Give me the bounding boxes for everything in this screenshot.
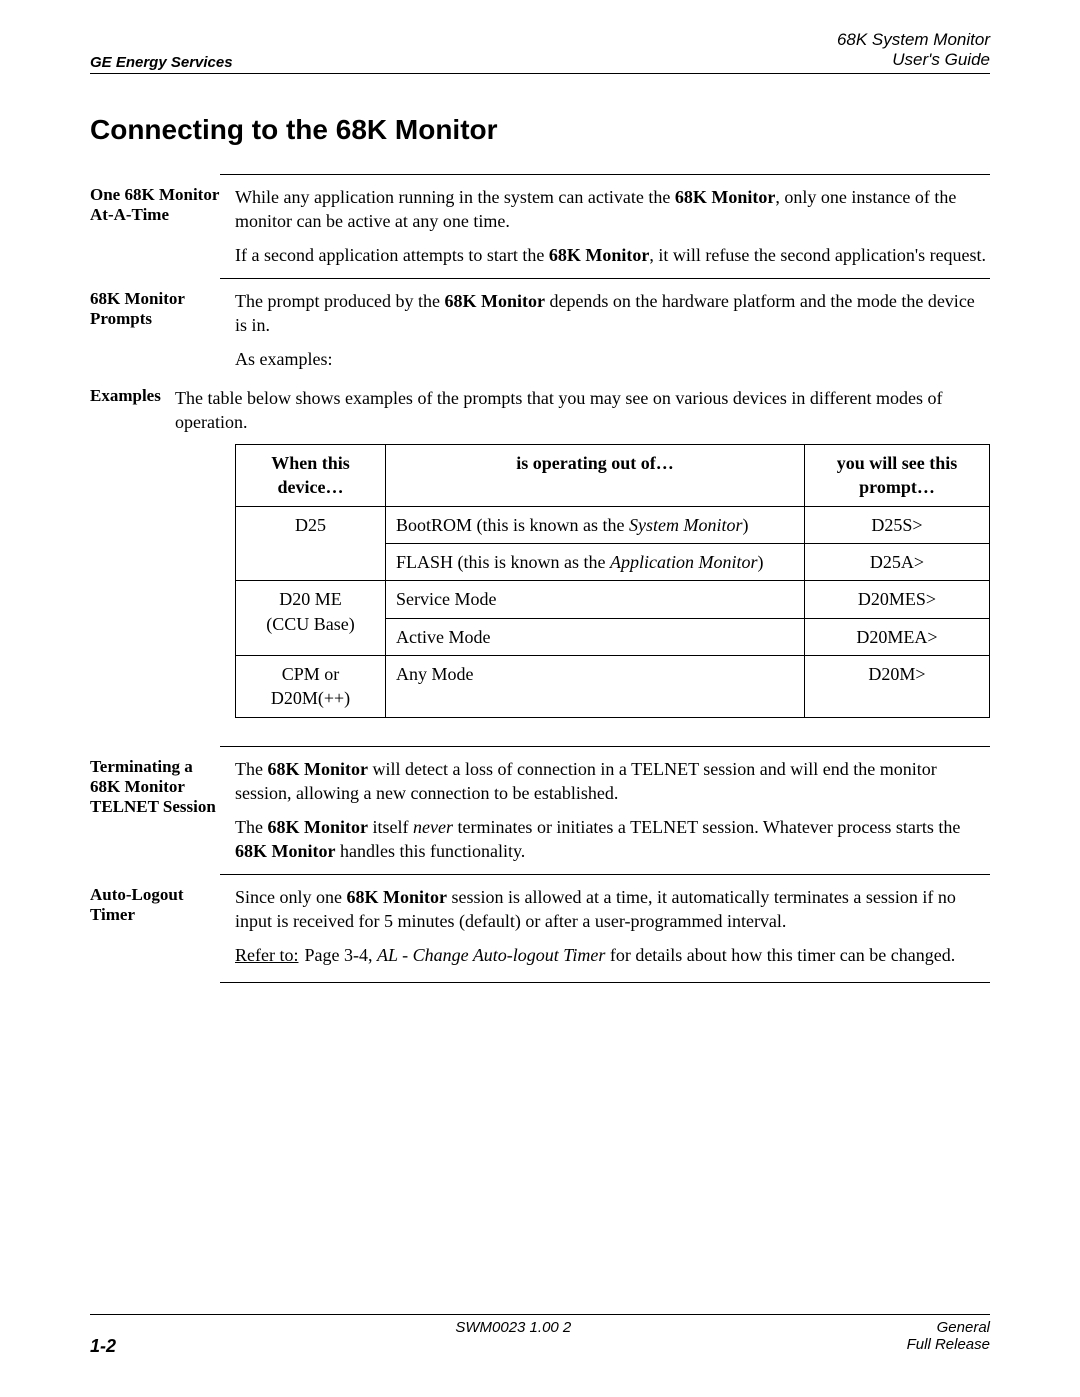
text-italic: System Monitor	[629, 515, 742, 535]
text-bold: 68K Monitor	[267, 759, 368, 779]
text-bold: 68K Monitor	[235, 841, 336, 861]
footer-right2: Full Release	[907, 1336, 990, 1357]
paragraph: The prompt produced by the 68K Monitor d…	[235, 289, 990, 338]
section-one-at-a-time: One 68K Monitor At-A-Time While any appl…	[220, 174, 990, 278]
td-prompt: D25A>	[805, 544, 990, 581]
table-row: D20 ME (CCU Base) Service Mode D20MES>	[236, 581, 990, 618]
footer-right1: General	[937, 1319, 990, 1336]
section-terminating: Terminating a 68K Monitor TELNET Session…	[220, 746, 990, 874]
header-doc-subtitle: User's Guide	[837, 50, 990, 70]
td-prompt: D20MES>	[805, 581, 990, 618]
refer-block: Refer to: Page 3-4, AL - Change Auto-log…	[235, 943, 990, 967]
paragraph: The 68K Monitor itself never terminates …	[235, 815, 990, 864]
section-label: Terminating a 68K Monitor TELNET Session	[90, 757, 235, 864]
text-bold: 68K Monitor	[549, 245, 650, 265]
text: for details about how this timer can be …	[605, 945, 955, 965]
section-body: The 68K Monitor will detect a loss of co…	[235, 757, 990, 864]
td-prompt: D20M>	[805, 655, 990, 717]
footer-center: SWM0023 1.00 2	[455, 1319, 571, 1336]
text: (CCU Base)	[246, 612, 375, 636]
header-left: GE Energy Services	[90, 54, 233, 71]
th-mode: is operating out of…	[386, 445, 805, 507]
td-device: CPM or D20M(++)	[236, 655, 386, 717]
table-row: D25 BootROM (this is known as the System…	[236, 506, 990, 543]
text: BootROM (this is known as the	[396, 515, 629, 535]
text: Since only one	[235, 887, 346, 907]
text-italic: AL - Change Auto-logout Timer	[377, 945, 605, 965]
paragraph: Since only one 68K Monitor session is al…	[235, 885, 990, 934]
section-autologout: Auto-Logout Timer Since only one 68K Mon…	[220, 874, 990, 983]
paragraph: The 68K Monitor will detect a loss of co…	[235, 757, 990, 806]
refer-label: Refer to:	[235, 943, 304, 967]
paragraph: If a second application attempts to star…	[235, 243, 990, 267]
header-right: 68K System Monitor User's Guide	[837, 30, 990, 71]
section-body: Since only one 68K Monitor session is al…	[235, 885, 990, 968]
section-prompts: 68K Monitor Prompts The prompt produced …	[220, 278, 990, 382]
text-italic: never	[413, 817, 453, 837]
footer-top: SWM0023 1.00 2 General	[90, 1314, 990, 1336]
section-label: One 68K Monitor At-A-Time	[90, 185, 235, 268]
section-body: The table below shows examples of the pr…	[235, 386, 990, 718]
table-row: CPM or D20M(++) Any Mode D20M>	[236, 655, 990, 717]
text: terminates or initiates a TELNET session…	[453, 817, 960, 837]
td-prompt: D20MEA>	[805, 618, 990, 655]
text: The prompt produced by the	[235, 291, 444, 311]
th-prompt: you will see this prompt…	[805, 445, 990, 507]
td-mode: FLASH (this is known as the Application …	[386, 544, 805, 581]
text-italic: Application Monitor	[610, 552, 758, 572]
text-bold: 68K Monitor	[675, 187, 776, 207]
td-mode: BootROM (this is known as the System Mon…	[386, 506, 805, 543]
section-label: Auto-Logout Timer	[90, 885, 235, 968]
td-device: D20 ME (CCU Base)	[236, 581, 386, 656]
text: )	[758, 552, 764, 572]
text: handles this functionality.	[336, 841, 526, 861]
text: Page 3-4,	[304, 945, 376, 965]
paragraph: As examples:	[235, 347, 990, 371]
text: If a second application attempts to star…	[235, 245, 549, 265]
section-label: 68K Monitor Prompts	[90, 289, 235, 372]
td-mode: Any Mode	[386, 655, 805, 717]
text-bold: 68K Monitor	[444, 291, 545, 311]
page-footer: SWM0023 1.00 2 General 1-2 Full Release	[90, 1314, 990, 1357]
page-header: GE Energy Services 68K System Monitor Us…	[90, 30, 990, 74]
text: )	[743, 515, 749, 535]
td-prompt: D25S>	[805, 506, 990, 543]
text: CPM or	[246, 662, 375, 686]
text-bold: 68K Monitor	[267, 817, 368, 837]
text: D20M(++)	[246, 686, 375, 710]
table-header-row: When this device… is operating out of… y…	[236, 445, 990, 507]
footer-bottom: 1-2 Full Release	[90, 1336, 990, 1357]
prompts-table: When this device… is operating out of… y…	[235, 444, 990, 717]
td-mode: Active Mode	[386, 618, 805, 655]
text: While any application running in the sys…	[235, 187, 675, 207]
text: The	[235, 817, 267, 837]
section-body: The prompt produced by the 68K Monitor d…	[235, 289, 990, 372]
section-examples: Examples The table below shows examples …	[220, 382, 990, 728]
text-bold: 68K Monitor	[346, 887, 447, 907]
text: FLASH (this is known as the	[396, 552, 610, 572]
text: itself	[368, 817, 413, 837]
header-doc-title: 68K System Monitor	[837, 30, 990, 50]
section-label: Examples	[90, 386, 235, 718]
paragraph: While any application running in the sys…	[235, 185, 990, 234]
th-device: When this device…	[236, 445, 386, 507]
paragraph: The table below shows examples of the pr…	[175, 386, 990, 435]
text: , it will refuse the second application'…	[649, 245, 986, 265]
text: The	[235, 759, 267, 779]
page-number: 1-2	[90, 1336, 116, 1357]
td-mode: Service Mode	[386, 581, 805, 618]
section-body: While any application running in the sys…	[235, 185, 990, 268]
td-device: D25	[236, 506, 386, 581]
page-title: Connecting to the 68K Monitor	[90, 114, 990, 146]
text: D20 ME	[246, 587, 375, 611]
refer-text: Page 3-4, AL - Change Auto-logout Timer …	[304, 943, 990, 967]
